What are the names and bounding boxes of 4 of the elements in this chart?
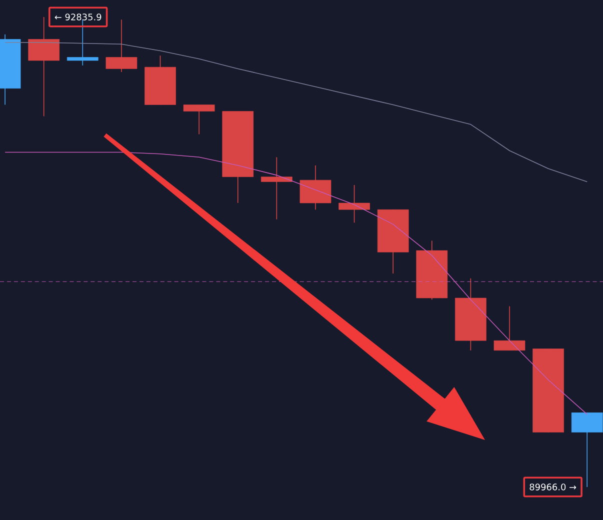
annotation: ← 92835.9 [54,14,102,20]
candlestick [261,156,292,220]
annotation: 89966.0 → [530,484,576,490]
candlestick [66,19,98,66]
